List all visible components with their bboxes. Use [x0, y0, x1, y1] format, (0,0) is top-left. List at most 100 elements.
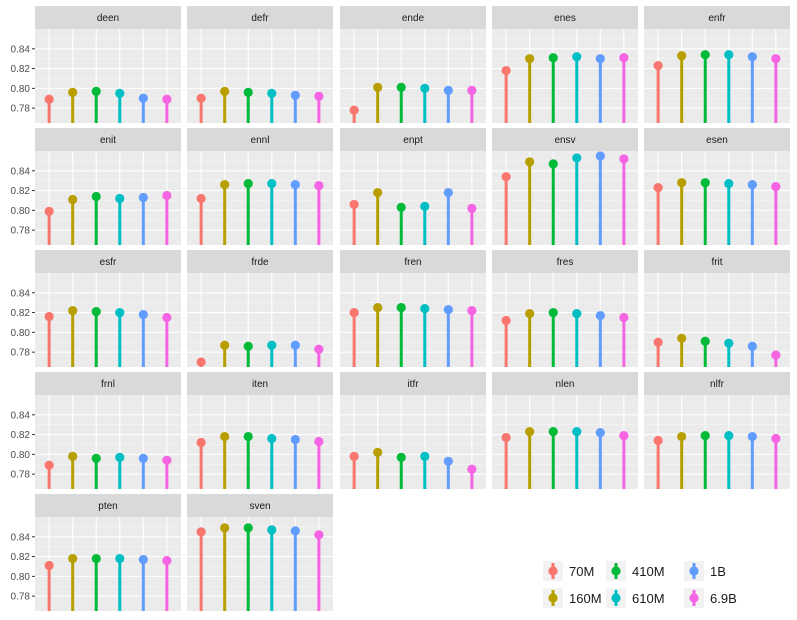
legend-key-point [611, 566, 621, 576]
lollipop-point-610M [420, 451, 430, 461]
legend-item-6.9B: 6.9B [684, 588, 737, 608]
lollipop-point-1B [138, 453, 148, 463]
lollipop-point-610M [572, 308, 582, 319]
lollipop-point-610M [115, 307, 125, 318]
lollipop-point-410M [700, 430, 710, 441]
panel-background [340, 395, 486, 489]
facet-panel-defr: defr [187, 6, 333, 123]
lollipop-point-610M [572, 427, 582, 437]
lollipop-point-1B [443, 305, 453, 315]
lollipop-point-70M [196, 93, 206, 103]
lollipop-point-70M [501, 65, 511, 76]
lollipop-point-1B [443, 456, 453, 466]
lollipop-point-1B [443, 187, 453, 198]
facet-strip-label: deen [97, 13, 119, 24]
lollipop-point-1B [290, 434, 300, 445]
y-tick-label: 0.80 [11, 450, 31, 461]
lollipop-point-410M [243, 431, 253, 442]
panel-background [644, 395, 790, 489]
facet-strip [340, 128, 486, 151]
lollipop-point-6.9B [619, 154, 629, 164]
lollipop-point-610M [267, 88, 277, 98]
facet-strip [492, 128, 638, 151]
lollipop-point-6.9B [314, 91, 324, 101]
lollipop-point-70M [44, 311, 54, 322]
facet-panel-frit: frit [644, 250, 790, 367]
legend-label: 610M [632, 591, 665, 606]
facet-strip [644, 250, 790, 273]
facet-panel-nlen: nlen [492, 372, 638, 489]
facet-panel-ensv: ensv [492, 128, 638, 245]
lollipop-point-410M [548, 159, 558, 169]
lollipop-point-6.9B [162, 94, 172, 104]
lollipop-point-6.9B [619, 312, 629, 323]
y-tick-label: 0.84 [11, 410, 31, 421]
lollipop-point-160M [525, 157, 535, 167]
lollipop-point-1B [138, 93, 148, 103]
lollipop-point-70M [653, 61, 663, 71]
lollipop-point-6.9B [162, 190, 172, 201]
lollipop-point-160M [373, 447, 383, 457]
lollipop-point-610M [420, 83, 430, 93]
facet-strip [187, 372, 333, 395]
y-tick-label: 0.80 [11, 84, 31, 95]
y-tick-label: 0.82 [11, 186, 31, 197]
lollipop-point-1B [290, 90, 300, 100]
lollipop-point-610M [724, 430, 734, 441]
lollipop-point-610M [267, 179, 277, 189]
facet-strip-label: fres [557, 257, 574, 268]
lollipop-point-160M [525, 427, 535, 437]
y-tick-label: 0.80 [11, 328, 31, 339]
lollipop-point-610M [115, 452, 125, 462]
lollipop-point-70M [501, 172, 511, 182]
y-tick-label: 0.78 [11, 226, 31, 237]
lollipop-point-6.9B [314, 436, 324, 447]
lollipop-point-6.9B [771, 54, 781, 64]
facet-strip-label: itfr [407, 379, 419, 390]
facet-strip [492, 372, 638, 395]
y-tick-label: 0.82 [11, 308, 31, 319]
lollipop-point-1B [290, 340, 300, 350]
panel-background [187, 273, 333, 367]
lollipop-point-610M [572, 52, 582, 62]
facet-strip [35, 128, 181, 151]
facet-strip-label: sven [249, 501, 270, 512]
legend-item-610M: 610M [606, 588, 665, 608]
lollipop-point-410M [91, 306, 101, 317]
lollipop-point-1B [747, 341, 757, 351]
facet-strip-label: fren [404, 257, 421, 268]
lollipop-point-6.9B [619, 430, 629, 441]
lollipop-point-160M [677, 51, 687, 61]
lollipop-point-1B [290, 180, 300, 190]
lollipop-point-70M [653, 337, 663, 347]
facet-strip-label: enes [554, 13, 576, 24]
lollipop-point-410M [396, 303, 406, 313]
lollipop-point-6.9B [162, 555, 172, 566]
lollipop-point-410M [548, 427, 558, 437]
lollipop-point-160M [525, 308, 535, 319]
facet-strip [644, 372, 790, 395]
facet-panel-fres: fres [492, 250, 638, 367]
panel-background [35, 29, 181, 123]
facet-strip [340, 6, 486, 29]
panel-background [340, 29, 486, 123]
lollipop-point-70M [44, 560, 54, 571]
lollipop-point-610M [267, 433, 277, 444]
lollipop-point-410M [548, 53, 558, 63]
lollipop-point-70M [44, 206, 54, 216]
lollipop-point-1B [138, 192, 148, 203]
lollipop-point-70M [349, 105, 359, 115]
lollipop-point-6.9B [771, 182, 781, 192]
facet-strip-label: enit [100, 135, 116, 146]
lollipop-point-410M [243, 341, 253, 351]
lollipop-point-410M [243, 87, 253, 97]
facet-panel-ennl: ennl [187, 128, 333, 245]
facet-strip-label: ende [402, 13, 425, 24]
facet-panel-enes: enes [492, 6, 638, 123]
legend-key-point [689, 593, 699, 603]
lollipop-point-410M [91, 191, 101, 202]
facet-strip-label: ensv [554, 135, 575, 146]
panel-background [340, 151, 486, 245]
lollipop-point-410M [548, 307, 558, 318]
facet-strip-label: frit [711, 257, 722, 268]
